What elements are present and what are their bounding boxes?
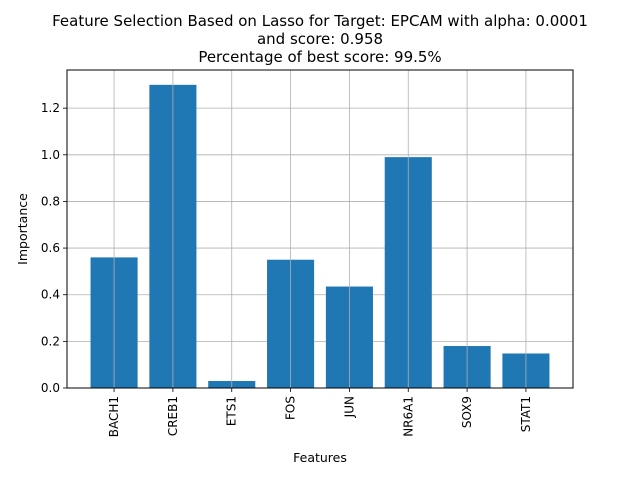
x-tick-label-stat1: STAT1: [519, 396, 533, 432]
chart-title-line-3: Percentage of best score: 99.5%: [198, 48, 441, 66]
x-tick-label-fos: FOS: [284, 396, 298, 420]
y-tick-label: 1.2: [41, 101, 60, 115]
x-axis-ticks: BACH1 CREB1 ETS1 FOS JUN NR6A1 SOX9 STAT1: [107, 388, 533, 437]
x-tick-label-nr6a1: NR6A1: [401, 396, 415, 437]
grid-layer: [67, 107, 573, 389]
y-tick-label: 0.0: [41, 381, 60, 395]
x-tick-label-ets1: ETS1: [225, 396, 239, 426]
chart-title: Feature Selection Based on Lasso for Tar…: [52, 12, 588, 66]
x-tick-label-sox9: SOX9: [460, 396, 474, 428]
y-tick-label: 1.0: [41, 148, 60, 162]
y-tick-label: 0.4: [41, 288, 60, 302]
x-tick-label-creb1: CREB1: [166, 396, 180, 436]
y-tick-label: 0.8: [41, 194, 60, 208]
plot-area-frame: [66, 69, 574, 389]
y-tick-label: 0.2: [41, 334, 60, 348]
chart-title-line-1: Feature Selection Based on Lasso for Tar…: [52, 12, 588, 30]
chart-title-line-2: and score: 0.958: [257, 30, 383, 48]
y-axis-label: Importance: [15, 193, 30, 265]
x-tick-label-jun: JUN: [342, 396, 356, 418]
y-tick-label: 0.6: [41, 241, 60, 255]
x-axis-label: Features: [293, 450, 347, 465]
y-axis-ticks: 0.0 0.2 0.4 0.6 0.8 1.0 1.2: [41, 101, 67, 395]
x-tick-label-bach1: BACH1: [107, 396, 121, 437]
bar-layer: [90, 70, 550, 389]
